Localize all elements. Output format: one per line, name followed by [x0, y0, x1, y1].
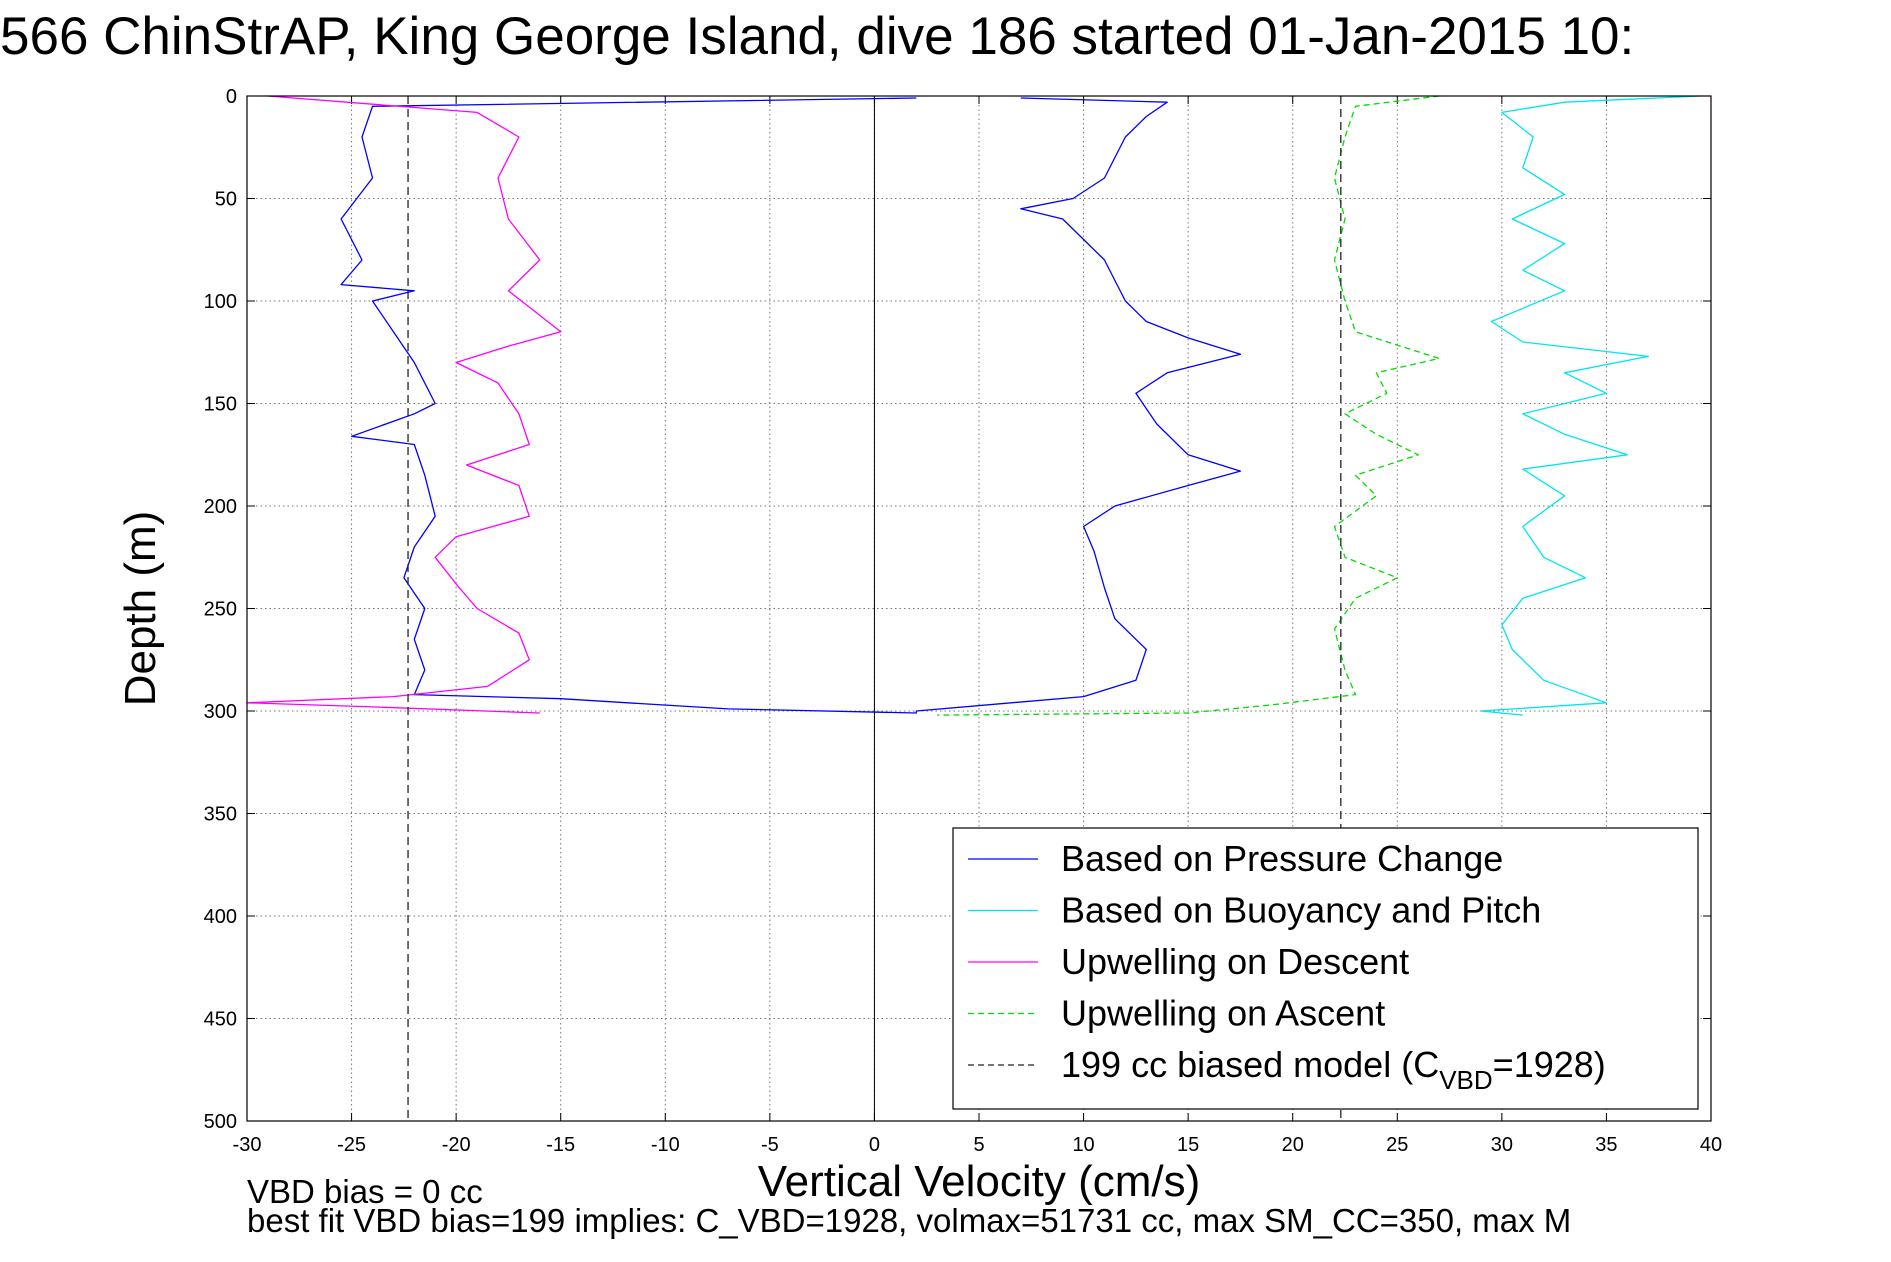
x-tick-label: -5: [761, 1134, 779, 1156]
x-tick-label: -20: [442, 1134, 471, 1156]
x-tick-label: 30: [1491, 1134, 1513, 1156]
x-axis-label: Vertical Velocity (cm/s): [758, 1157, 1201, 1206]
x-tick-label: -15: [546, 1134, 575, 1156]
series-lines: [246, 95, 1701, 1121]
legend: Based on Pressure Change Based on Buoyanc…: [952, 827, 1699, 1110]
series-line-3: [937, 95, 1440, 716]
series-line-1: [1480, 95, 1701, 716]
series-line-0: [340, 97, 1242, 714]
legend-entry-3: Upwelling on Ascent: [1061, 993, 1385, 1034]
y-tick-label: 450: [204, 1009, 237, 1031]
x-tick-label: 10: [1072, 1134, 1094, 1156]
y-tick-label: 250: [204, 599, 237, 621]
legend-entry-1: Based on Buoyancy and Pitch: [1061, 890, 1541, 931]
y-tick-label: 400: [204, 906, 237, 928]
x-tick-label: 15: [1177, 1134, 1199, 1156]
y-tick-label: 0: [226, 86, 237, 108]
y-tick-label: 200: [204, 496, 237, 518]
y-tick-label: 500: [204, 1111, 237, 1133]
legend-entry-2: Upwelling on Descent: [1061, 941, 1409, 982]
vbd-bias-note: VBD bias = 0 cc: [247, 1173, 483, 1210]
x-tick-label: 40: [1700, 1134, 1722, 1156]
legend-entry-0: Based on Pressure Change: [1061, 838, 1503, 879]
x-tick-label: -25: [337, 1134, 366, 1156]
plot-frame: [246, 95, 1712, 1122]
x-tick-label: -10: [651, 1134, 680, 1156]
y-tick-label: 350: [204, 804, 237, 826]
y-tick-label: 100: [204, 291, 237, 313]
y-tick-label: 300: [204, 701, 237, 723]
x-tick-label: 5: [973, 1134, 984, 1156]
best-fit-note: best fit VBD bias=199 implies: C_VBD=192…: [247, 1202, 1572, 1239]
legend-box: [952, 827, 1699, 1110]
y-axis-ticks: 0 50 100 150 200 250 300 350 400 450 500: [204, 86, 1711, 1133]
x-tick-label: 25: [1386, 1134, 1408, 1156]
chart-title: 566 ChinStrAP, King George Island, dive …: [0, 7, 1635, 66]
y-axis-label: Depth (m): [116, 511, 165, 707]
x-axis-ticks: -30 -25 -20 -15 -10 -5 0 5 10 15 20 25 30 35 40: [233, 96, 1722, 1156]
x-tick-label: 20: [1282, 1134, 1304, 1156]
y-tick-label: 150: [204, 394, 237, 416]
series-line-2: [246, 95, 562, 714]
x-tick-label: -30: [233, 1134, 262, 1156]
y-tick-label: 50: [215, 189, 237, 211]
x-tick-label: 0: [869, 1134, 880, 1156]
x-tick-label: 35: [1595, 1134, 1617, 1156]
